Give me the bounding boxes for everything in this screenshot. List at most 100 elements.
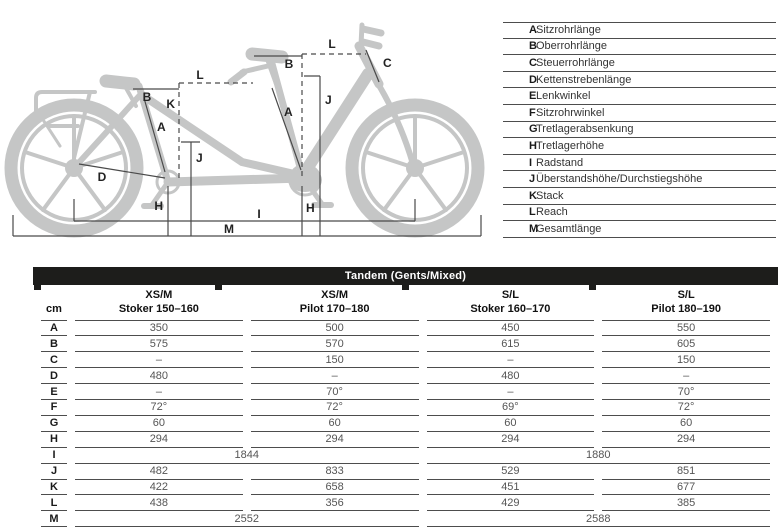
cell-value: 480 — [426, 368, 595, 385]
cell-value: 500 — [250, 321, 419, 337]
legend-row-e: E Lenkwinkel — [503, 88, 776, 105]
column-size: XS/M — [145, 289, 173, 301]
dimension-label-b-rear: B — [143, 90, 152, 104]
column-rider: Pilot 180–190 — [651, 303, 721, 316]
cell-value: 1844 — [75, 448, 419, 464]
legend-key: G — [529, 123, 538, 136]
cell-value: 150 — [250, 352, 419, 369]
column-notch — [402, 285, 409, 290]
legend-list: A Sitzrohrlänge B Oberrohrlänge C Steuerrohrl… — [503, 22, 776, 238]
tandem-geometry-diagram: L B K A D H J L B C A J H I M — [4, 22, 485, 238]
legend-label: Steuerrohrlänge — [536, 56, 615, 69]
legend-label: Gesamtlänge — [536, 222, 602, 235]
cell-value: 575 — [75, 336, 243, 353]
dimension-labels: L B K A D H J L B C A J H I M — [98, 37, 392, 236]
table-row-d: D 480–480– — [41, 368, 770, 385]
legend-row-m: M Gesamtlänge — [503, 221, 776, 238]
dimension-line-seattube-rear — [143, 97, 166, 173]
table-row-m: M 2552 2588 — [41, 511, 770, 528]
stoker-handlebar-icon — [227, 63, 271, 86]
legend-row-i: I Radstand — [503, 155, 776, 172]
legend-key: A — [529, 24, 537, 37]
legend-label: Radstand — [536, 156, 584, 169]
row-key: D — [41, 368, 67, 385]
dimension-lines — [12, 49, 482, 237]
legend-row-c: C Steuerrohrlänge — [503, 55, 776, 72]
table-row-k: K 422 658 451 677 — [41, 480, 770, 496]
cell-value: 72° — [75, 400, 243, 416]
dimension-label-a-front: A — [284, 105, 293, 119]
legend-label: Lenkwinkel — [536, 90, 591, 103]
cell-value: 294 — [75, 432, 243, 448]
cell-value: 450 — [426, 321, 595, 337]
dimension-line-standover-front — [304, 75, 321, 236]
row-key: H — [41, 432, 67, 448]
dimension-label-h-front: H — [306, 201, 315, 215]
cell-value: 570 — [250, 336, 419, 353]
legend-row-f: F Sitzrohrwinkel — [503, 105, 776, 122]
cell-value: 70° — [250, 384, 419, 401]
dimension-label-l-rear: L — [196, 68, 203, 82]
dimension-label-d: D — [98, 170, 107, 184]
cell-value: 451 — [426, 480, 595, 496]
dimension-label-k: K — [166, 97, 175, 111]
cell-value: 851 — [602, 464, 770, 480]
table-row-i: I 1844 1880 — [41, 448, 770, 464]
column-header-1: XS/M Pilot 170–180 — [250, 288, 419, 321]
dimension-label-h-rear: H — [154, 199, 163, 213]
geometry-table-section: Tandem (Gents/Mixed) cm XS/M Stoker 150–1… — [33, 267, 778, 528]
column-notch — [215, 285, 222, 290]
cell-value: 294 — [426, 432, 595, 448]
dimension-legend: A Sitzrohrlänge B Oberrohrlänge C Steuerrohrl… — [503, 22, 776, 238]
tandem-bike-illustration — [4, 22, 485, 238]
legend-label: Reach — [536, 206, 568, 219]
dimension-line-chainstay — [78, 163, 166, 179]
column-header-0: XS/M Stoker 150–160 — [75, 288, 243, 321]
row-key: J — [41, 464, 67, 480]
table-title-bar: Tandem (Gents/Mixed) — [33, 267, 778, 285]
table-row-c: C –150–150 — [41, 352, 770, 369]
legend-label: Oberrohrlänge — [536, 40, 607, 53]
legend-row-d: D Kettenstrebenlänge — [503, 72, 776, 89]
row-key: G — [41, 416, 67, 432]
cell-value: 833 — [250, 464, 419, 480]
cell-value: 60 — [426, 416, 595, 432]
column-notch — [34, 285, 41, 290]
cell-value: 72° — [250, 400, 419, 416]
table-row-f: F 72° 72° 69° 72° — [41, 400, 770, 416]
cell-value: 294 — [250, 432, 419, 448]
legend-label: Tretlagerabsenkung — [536, 123, 634, 136]
dimension-label-a-rear: A — [157, 120, 166, 134]
table-row-j: J 482 833 529 851 — [41, 464, 770, 480]
legend-label: Überstandshöhe/Durchstiegshöhe — [536, 173, 703, 186]
pilot-handlebar-icon — [358, 22, 385, 50]
cell-value: 480 — [75, 368, 243, 385]
table-title: Tandem (Gents/Mixed) — [344, 270, 467, 282]
legend-label: Kettenstrebenlänge — [536, 73, 632, 86]
dimension-label-j-front: J — [325, 93, 332, 107]
cell-value: 294 — [602, 432, 770, 448]
legend-key: C — [529, 56, 537, 69]
cell-value: – — [75, 352, 243, 369]
row-key: C — [41, 352, 67, 369]
table-row-e: E –70° –70° — [41, 384, 770, 401]
stoker-saddle-icon — [99, 74, 141, 108]
row-key: F — [41, 400, 67, 416]
cell-value: 356 — [250, 495, 419, 512]
legend-label: Sitzrohrlänge — [536, 24, 601, 37]
geometry-table-body: A 350 500 450 550 B 575 570 615 605 C –150–150 D 480–… — [41, 321, 770, 528]
dimension-line-headtube — [365, 49, 380, 83]
cell-value: 482 — [75, 464, 243, 480]
row-key: B — [41, 336, 67, 353]
row-key: E — [41, 384, 67, 401]
dimension-label-b-front: B — [285, 57, 294, 71]
cell-value: 60 — [75, 416, 243, 432]
cell-value: 422 — [75, 480, 243, 496]
table-row-b: B 575 570 615 605 — [41, 336, 770, 353]
geometry-table: cm XS/M Stoker 150–160 XS/M Pilot 170–180 S/… — [33, 288, 778, 528]
dimension-label-l-front: L — [328, 37, 335, 51]
unit-header: cm — [41, 288, 67, 321]
table-row-g: G 60 60 60 60 — [41, 416, 770, 432]
legend-key: M — [529, 222, 539, 235]
legend-key: E — [529, 90, 537, 103]
